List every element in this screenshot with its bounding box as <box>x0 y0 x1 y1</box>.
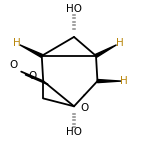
Text: HO: HO <box>66 3 82 14</box>
Text: HO: HO <box>66 127 82 137</box>
Polygon shape <box>95 45 116 57</box>
Polygon shape <box>20 45 42 57</box>
Polygon shape <box>97 80 121 83</box>
Text: O: O <box>29 71 37 81</box>
Text: O: O <box>80 103 88 113</box>
Text: H: H <box>120 76 128 86</box>
Text: H: H <box>13 38 21 48</box>
Text: O: O <box>10 60 18 70</box>
Text: H: H <box>116 38 123 48</box>
